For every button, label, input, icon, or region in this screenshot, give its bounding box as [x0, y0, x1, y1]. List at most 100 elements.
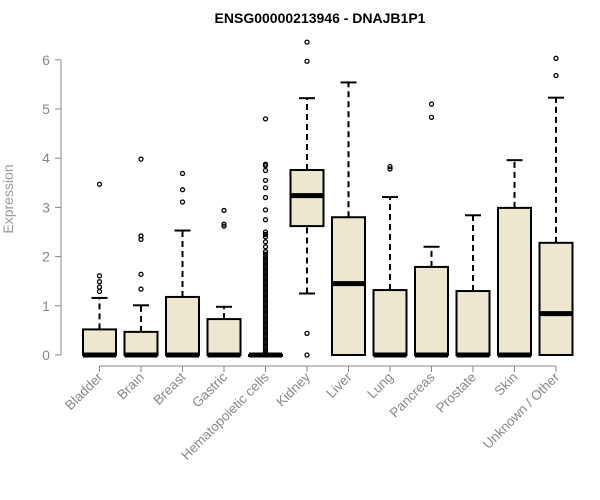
box	[165, 295, 200, 356]
outlier-point	[262, 271, 269, 277]
x-tick-label: Bladder	[62, 369, 106, 413]
outlier-point	[262, 217, 269, 223]
outlier-point	[262, 288, 269, 294]
outlier-point	[387, 163, 393, 170]
box-group	[414, 101, 449, 358]
outlier-point	[262, 340, 269, 346]
x-tick-label: Skin	[491, 370, 520, 399]
outlier-point	[96, 284, 103, 290]
outlier-point	[262, 185, 269, 191]
box-group	[289, 39, 325, 358]
outlier-point	[262, 276, 269, 282]
box-group	[538, 55, 574, 357]
outlier-point	[262, 258, 269, 265]
outlier-point	[138, 156, 144, 162]
outlier-point	[262, 337, 269, 343]
outlier-point	[387, 166, 393, 172]
box-group	[165, 170, 200, 358]
outlier-point	[262, 281, 269, 287]
outlier-point	[262, 310, 269, 316]
outlier-point	[304, 330, 310, 337]
outlier-point	[262, 305, 269, 311]
outlier-point	[262, 261, 269, 267]
box	[414, 265, 449, 357]
x-tick-label: Liver	[323, 369, 355, 401]
outlier-point	[262, 283, 269, 289]
outlier-point	[262, 308, 269, 314]
outlier-point	[262, 167, 269, 174]
outlier-point	[304, 39, 310, 45]
outlier-point	[262, 320, 269, 326]
outlier-point	[262, 322, 269, 329]
outlier-point	[96, 279, 103, 285]
y-axis: 0 1 2 3 4 5 6	[42, 52, 62, 363]
outlier-point	[262, 229, 269, 235]
outlier-point	[262, 253, 269, 260]
outlier-point	[96, 288, 103, 295]
outlier-point	[262, 295, 269, 302]
outlier-point	[262, 335, 269, 341]
x-tick-label: Breast	[150, 369, 188, 407]
chart-title: ENSG00000213946 - DNAJB1P1	[215, 10, 426, 26]
outlier-point	[262, 278, 269, 284]
outlier-point	[179, 199, 186, 205]
x-tick-label: Lung	[364, 370, 396, 402]
x-tick-label: Unknown / Other	[480, 369, 563, 452]
y-tick-label: 3	[42, 199, 50, 215]
outlier-point	[262, 349, 269, 356]
y-tick-label: 4	[42, 150, 50, 166]
outlier-point	[262, 317, 269, 324]
y-axis-label: Expression	[0, 164, 16, 233]
outlier-point	[262, 330, 269, 336]
y-tick-label: 2	[42, 249, 50, 265]
outlier-point	[262, 207, 269, 213]
y-tick-label: 6	[42, 52, 50, 68]
outlier-point	[262, 344, 269, 351]
box	[206, 318, 242, 357]
outlier-point	[96, 181, 103, 187]
outlier-point	[262, 303, 269, 309]
outlier-point	[262, 290, 269, 297]
outlier-point	[262, 249, 269, 255]
outlier-point	[262, 285, 269, 292]
y-tick-label: 0	[42, 347, 50, 363]
outlier-point	[221, 207, 227, 214]
x-tick-label: Brain	[114, 370, 147, 403]
box	[455, 290, 491, 357]
outlier-point	[262, 315, 269, 321]
box	[497, 206, 532, 356]
outlier-point	[179, 170, 186, 177]
outlier-point	[262, 244, 269, 250]
outlier-point	[553, 55, 559, 61]
box-group	[331, 81, 366, 356]
outlier-point	[262, 273, 269, 279]
outlier-point	[262, 256, 269, 262]
box-group	[206, 207, 242, 358]
outlier-point	[262, 194, 269, 201]
outlier-point	[262, 342, 269, 348]
outlier-point	[262, 161, 269, 167]
outlier-point	[262, 327, 269, 334]
x-tick-label: Kidney	[273, 369, 313, 409]
outlier-point	[138, 233, 144, 239]
box-series	[82, 39, 574, 358]
outlier-point	[262, 312, 269, 319]
y-tick-label: 5	[42, 101, 50, 117]
outlier-point	[262, 263, 269, 270]
outlier-point	[553, 72, 559, 79]
outlier-point	[262, 251, 269, 257]
outlier-point	[428, 101, 435, 107]
box-group	[372, 163, 408, 358]
y-tick-label: 1	[42, 298, 50, 314]
box-group	[82, 181, 117, 358]
outlier-point	[262, 347, 269, 353]
outlier-point	[96, 273, 103, 279]
box	[372, 289, 408, 356]
outlier-point	[262, 116, 269, 122]
outlier-point	[221, 223, 227, 229]
box-group	[455, 214, 491, 358]
outlier-point	[179, 187, 186, 193]
outlier-point	[262, 325, 269, 331]
